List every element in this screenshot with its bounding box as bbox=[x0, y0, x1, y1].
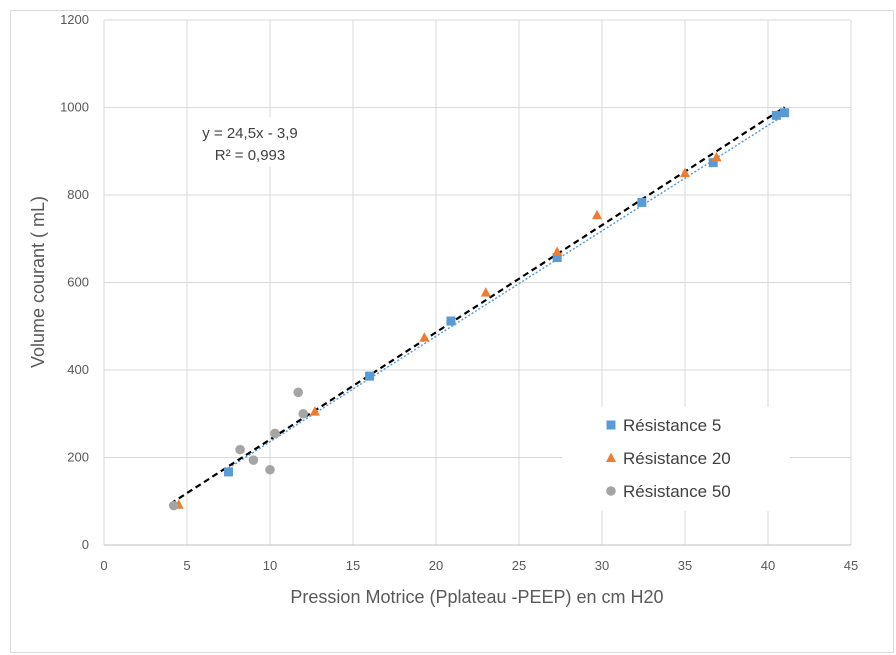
data-point-series-2 bbox=[592, 209, 603, 220]
data-point-series-3 bbox=[298, 408, 309, 419]
linear-trendline bbox=[169, 106, 786, 505]
data-point-series-1 bbox=[552, 253, 562, 263]
chart-frame bbox=[10, 10, 894, 653]
data-point-series-1 bbox=[637, 197, 647, 207]
legend-label-series-1: Résistance 5 bbox=[623, 416, 721, 435]
y-axis-title: Volume courant ( mL) bbox=[28, 196, 48, 368]
data-point-series-2 bbox=[419, 332, 430, 342]
data-point-series-3 bbox=[235, 444, 245, 455]
data-point-series-1 bbox=[224, 467, 233, 477]
data-point-series-3 bbox=[293, 387, 304, 398]
data-point-series-1 bbox=[446, 316, 456, 326]
data-point-series-1 bbox=[780, 108, 790, 118]
legend-marker-series-1 bbox=[606, 420, 616, 430]
legend-marker-series-3 bbox=[606, 486, 616, 496]
data-point-series-1 bbox=[708, 158, 718, 168]
x-tick-label: 40 bbox=[761, 558, 775, 573]
trendline-r2: R² = 0,993 bbox=[215, 147, 285, 164]
y-tick-label: 400 bbox=[67, 362, 89, 377]
data-point-series-2 bbox=[711, 151, 722, 162]
y-tick-label: 1200 bbox=[60, 12, 89, 27]
x-tick-label: 5 bbox=[183, 558, 190, 573]
data-point-series-2 bbox=[480, 287, 491, 297]
data-point-series-1 bbox=[771, 110, 781, 120]
y-tick-labels: 0 200 400 600 800 1000 1200 bbox=[60, 12, 89, 552]
y-tick-label: 800 bbox=[67, 187, 89, 202]
y-tick-label: 200 bbox=[67, 450, 89, 465]
y-tick-label: 1000 bbox=[60, 100, 89, 115]
x-tick-label: 45 bbox=[844, 558, 858, 573]
trendline-label: y = 24,5x - 3,9 R² = 0,993 bbox=[188, 117, 312, 167]
data-point-series-3 bbox=[248, 455, 259, 465]
x-tick-label: 25 bbox=[512, 558, 526, 573]
x-tick-labels: 0 5 10 15 20 25 30 35 40 45 bbox=[100, 558, 858, 573]
x-tick-label: 0 bbox=[100, 558, 107, 573]
data-point-series-2 bbox=[309, 406, 320, 416]
x-tick-label: 35 bbox=[678, 558, 692, 573]
data-point-series-3 bbox=[265, 464, 275, 475]
legend-marker-series-2 bbox=[606, 452, 616, 462]
legend-label-series-2: Résistance 20 bbox=[623, 449, 731, 468]
data-point-series-2 bbox=[552, 246, 563, 256]
data-point-series-1 bbox=[365, 371, 375, 381]
x-tick-label: 15 bbox=[346, 558, 360, 573]
x-tick-label: 30 bbox=[595, 558, 609, 573]
legend: Résistance 5 Résistance 20 Résistance 50 bbox=[562, 407, 790, 511]
y-tick-label: 600 bbox=[67, 275, 89, 290]
x-tick-label: 10 bbox=[263, 558, 277, 573]
data-points bbox=[168, 108, 790, 511]
data-point-series-3 bbox=[270, 428, 280, 439]
trendline-equation: y = 24,5x - 3,9 bbox=[202, 125, 297, 142]
x-tick-label: 20 bbox=[429, 558, 443, 573]
y-tick-label: 0 bbox=[82, 537, 89, 552]
legend-label-series-3: Résistance 50 bbox=[623, 482, 731, 501]
secondary-trendline bbox=[228, 114, 786, 469]
x-axis-title: Pression Motrice (Pplateau -PEEP) en cm … bbox=[290, 587, 663, 607]
trendlines bbox=[169, 106, 786, 505]
data-point-series-3 bbox=[168, 500, 179, 511]
data-point-series-2 bbox=[680, 167, 690, 178]
